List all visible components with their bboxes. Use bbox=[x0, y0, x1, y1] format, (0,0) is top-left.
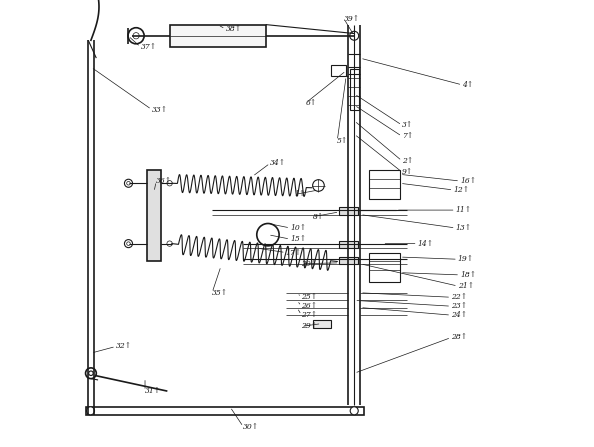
Circle shape bbox=[257, 224, 279, 246]
Text: 38↑: 38↑ bbox=[226, 25, 242, 33]
Text: 4↑: 4↑ bbox=[462, 81, 473, 89]
Text: 15↑: 15↑ bbox=[290, 235, 307, 243]
Circle shape bbox=[312, 180, 324, 191]
Text: 6↑: 6↑ bbox=[306, 99, 317, 107]
Circle shape bbox=[350, 407, 358, 415]
Text: 19↑: 19↑ bbox=[458, 255, 474, 263]
Bar bbox=[350, 69, 359, 110]
Text: 28↑: 28↑ bbox=[451, 333, 467, 342]
Text: 3↑: 3↑ bbox=[402, 121, 413, 129]
Text: 33↑: 33↑ bbox=[151, 105, 168, 114]
Circle shape bbox=[86, 368, 96, 379]
Bar bbox=[339, 241, 358, 248]
Text: 32↑: 32↑ bbox=[116, 342, 132, 350]
Bar bbox=[330, 65, 346, 76]
Bar bbox=[339, 207, 358, 215]
Circle shape bbox=[87, 407, 94, 415]
Text: 14↑: 14↑ bbox=[418, 240, 434, 248]
Text: 11↑: 11↑ bbox=[456, 206, 472, 214]
Circle shape bbox=[127, 181, 130, 185]
Text: 2↑: 2↑ bbox=[402, 157, 413, 165]
Text: 5↑: 5↑ bbox=[337, 137, 349, 145]
Circle shape bbox=[133, 33, 139, 39]
Text: 13↑: 13↑ bbox=[456, 224, 472, 232]
Circle shape bbox=[125, 179, 132, 187]
Text: 29↑: 29↑ bbox=[302, 322, 318, 330]
Text: 23↑: 23↑ bbox=[451, 302, 467, 310]
Text: 9↑: 9↑ bbox=[402, 168, 413, 176]
Circle shape bbox=[125, 240, 132, 248]
Circle shape bbox=[167, 181, 172, 186]
Circle shape bbox=[127, 242, 130, 245]
Text: 12↑: 12↑ bbox=[453, 186, 470, 194]
Text: 17↑: 17↑ bbox=[286, 249, 302, 257]
Text: 26↑: 26↑ bbox=[302, 302, 318, 310]
Text: 34↑: 34↑ bbox=[270, 159, 286, 167]
Bar bbox=[312, 320, 330, 328]
Text: 24↑: 24↑ bbox=[451, 311, 467, 319]
Circle shape bbox=[350, 31, 359, 40]
Text: 1↑: 1↑ bbox=[295, 190, 306, 198]
Text: 39↑: 39↑ bbox=[344, 15, 360, 23]
Text: 22↑: 22↑ bbox=[451, 293, 467, 301]
Text: 20↑: 20↑ bbox=[302, 260, 318, 268]
Text: 16↑: 16↑ bbox=[460, 177, 476, 185]
Text: 31↑: 31↑ bbox=[145, 387, 161, 395]
Text: 8↑: 8↑ bbox=[312, 213, 324, 221]
Text: 37↑: 37↑ bbox=[141, 43, 157, 51]
Text: 30↑: 30↑ bbox=[244, 423, 260, 431]
Text: 27↑: 27↑ bbox=[302, 311, 318, 319]
Circle shape bbox=[89, 371, 93, 375]
Circle shape bbox=[128, 28, 144, 44]
Text: 35↑: 35↑ bbox=[212, 289, 228, 297]
Circle shape bbox=[167, 241, 172, 246]
Text: 18↑: 18↑ bbox=[460, 271, 476, 279]
Text: 21↑: 21↑ bbox=[458, 282, 474, 290]
Text: 36↑: 36↑ bbox=[156, 177, 172, 185]
Bar bbox=[339, 257, 358, 264]
Text: 25↑: 25↑ bbox=[302, 293, 318, 301]
Bar bbox=[368, 170, 400, 199]
Bar bbox=[170, 25, 266, 47]
Text: 10↑: 10↑ bbox=[290, 224, 307, 232]
Bar bbox=[368, 253, 400, 282]
Bar bbox=[86, 407, 364, 415]
Bar bbox=[147, 170, 160, 261]
Text: 7↑: 7↑ bbox=[402, 132, 413, 140]
